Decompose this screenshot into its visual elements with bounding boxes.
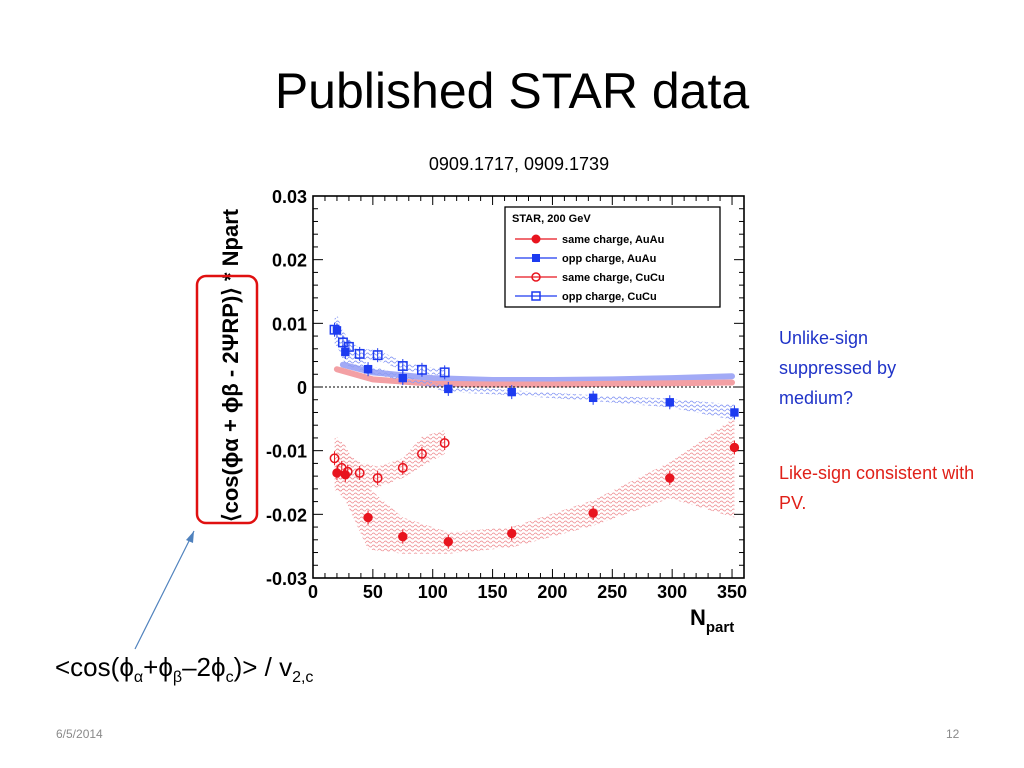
data-point (329, 453, 340, 464)
slide-title: Published STAR data (274, 63, 750, 119)
data-point (354, 348, 365, 359)
y-tick-label: -0.03 (266, 569, 307, 589)
x-axis-label-sub: part (706, 619, 734, 636)
data-point (416, 364, 427, 375)
data-point (354, 468, 365, 478)
data-point (397, 462, 408, 473)
x-tick-label: 100 (418, 582, 448, 602)
x-tick-label: 200 (537, 582, 567, 602)
y-tick-label: 0.03 (272, 187, 307, 207)
data-point (329, 324, 340, 335)
data-point (398, 373, 407, 383)
y-axis-highlight-box (195, 274, 259, 525)
data-point (588, 508, 598, 518)
formula-phi-c: ϕ (211, 652, 226, 682)
x-tick-label: 0 (308, 582, 318, 602)
data-point (439, 438, 450, 448)
x-tick-label: 300 (657, 582, 687, 602)
data-point (507, 387, 516, 397)
data-point (439, 367, 450, 378)
formula-sub-alpha: α (133, 669, 144, 687)
data-point (665, 398, 674, 407)
y-axis-label: ⟨cos(ϕα + ϕβ - 2ΨRP)⟩ * Npart (218, 208, 243, 522)
data-point (341, 347, 350, 357)
x-axis-label: Npart (690, 605, 734, 636)
data-point (342, 466, 353, 477)
formula-sub-c: c (225, 669, 234, 687)
data-point (416, 448, 427, 459)
y-tick-label: 0.01 (272, 314, 307, 334)
data-point (588, 393, 598, 403)
systematic-band (334, 315, 445, 376)
data-point (363, 512, 373, 523)
data-point (372, 473, 383, 483)
arrow (134, 530, 195, 650)
footer-date: 6/5/2014 (56, 727, 103, 741)
data-point (332, 468, 342, 478)
formula: <cos(ϕα+ϕβ–2ϕc)> / v2,c (55, 652, 313, 687)
legend-title: STAR, 200 GeV (512, 213, 591, 225)
data-point (443, 537, 453, 547)
formula-sub-v2c: 2,c (292, 669, 314, 687)
formula-phi-beta: ϕ (158, 652, 173, 682)
plot-frame (312, 195, 745, 579)
systematic-band (336, 313, 735, 421)
legend-label: same charge, AuAu (562, 234, 664, 246)
formula-prefix: <cos( (55, 652, 120, 682)
y-tick-label: 0 (297, 378, 307, 398)
y-tick-label: -0.01 (266, 442, 307, 462)
slide-number: 12 (946, 727, 960, 741)
unlike-sign-note: Unlike-sign suppressed by medium? (779, 328, 897, 408)
background-band (333, 366, 735, 388)
y-tick-label: -0.02 (266, 505, 307, 525)
legend: STAR, 200 GeV same charge, AuAu opp charg… (504, 206, 721, 308)
legend-label: opp charge, AuAu (562, 253, 656, 265)
data-point (730, 408, 739, 417)
data-point (507, 528, 517, 539)
systematic-band (336, 417, 735, 554)
data-point (397, 361, 408, 371)
formula-minus: –2 (182, 652, 211, 682)
formula-sub-beta: β (172, 669, 183, 687)
data-point (372, 350, 383, 361)
formula-suffix: )> / v (233, 652, 293, 682)
data-point (332, 326, 342, 335)
formula-phi-alpha: ϕ (119, 652, 134, 682)
data-point (531, 291, 541, 301)
x-tick-label: 50 (363, 582, 383, 602)
data-point (343, 341, 354, 352)
legend-label: same charge, CuCu (562, 272, 665, 284)
data-point (729, 442, 740, 453)
x-tick-label: 250 (597, 582, 627, 602)
data-point (444, 384, 453, 394)
x-tick-label: 150 (478, 582, 508, 602)
formula-plus: + (143, 652, 159, 682)
arxiv-references: 0909.1717, 0909.1739 (428, 154, 610, 174)
data-point (665, 473, 675, 483)
x-axis-label-main: N (690, 605, 706, 630)
legend-label: opp charge, CuCu (562, 291, 657, 303)
x-tick-label: 350 (717, 582, 747, 602)
svg-text:Npart: Npart (690, 605, 734, 636)
like-sign-note: Like-sign consistent with PV. (779, 463, 975, 513)
data-point (398, 531, 408, 542)
y-tick-label: 0.02 (272, 251, 307, 271)
data-point (531, 234, 541, 244)
data-point (532, 254, 540, 262)
data-point (363, 364, 373, 374)
data-point (531, 272, 541, 282)
systematic-band (334, 430, 445, 493)
